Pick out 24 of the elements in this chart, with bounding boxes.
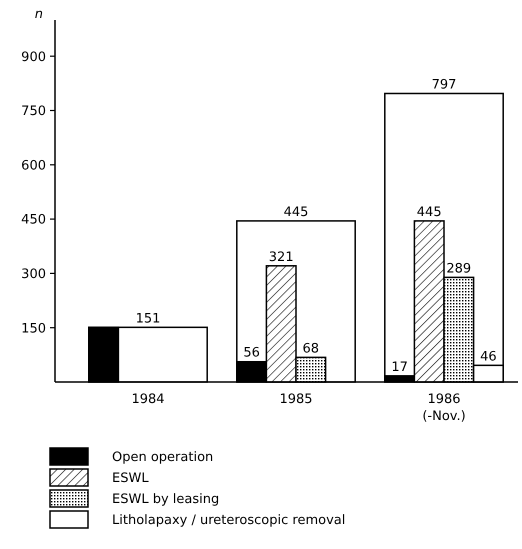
legend-label: ESWL by leasing	[112, 492, 220, 508]
legend-label: ESWL	[112, 471, 150, 486]
x-tick-label: 1985	[279, 392, 313, 407]
data-label: 321	[268, 250, 294, 265]
data-label: 445	[284, 204, 308, 220]
data-label: 797	[432, 77, 456, 92]
data-label: 289	[446, 261, 472, 276]
x-tick-label: 1984	[131, 392, 165, 407]
y-tick-label: 750	[21, 104, 46, 120]
data-label: 151	[136, 311, 160, 326]
data-label: 46	[480, 349, 497, 364]
y-tick-label: 600	[21, 158, 46, 174]
y-axis-title: n	[34, 7, 43, 22]
legend-label: Litholapaxy / ureteroscopic removal	[112, 513, 346, 528]
x-tick-label: 1986 (-Nov.)	[422, 392, 466, 424]
y-tick-label: 300	[21, 266, 46, 282]
data-label: 445	[416, 204, 442, 220]
data-label: 17	[391, 360, 408, 375]
data-label: 68	[302, 341, 320, 356]
data-label: 56	[243, 346, 260, 361]
y-tick-label: 900	[21, 50, 46, 65]
y-tick-label: 450	[21, 212, 46, 228]
legend-label: Open operation	[112, 450, 214, 466]
y-tick-label: 150	[21, 321, 46, 336]
